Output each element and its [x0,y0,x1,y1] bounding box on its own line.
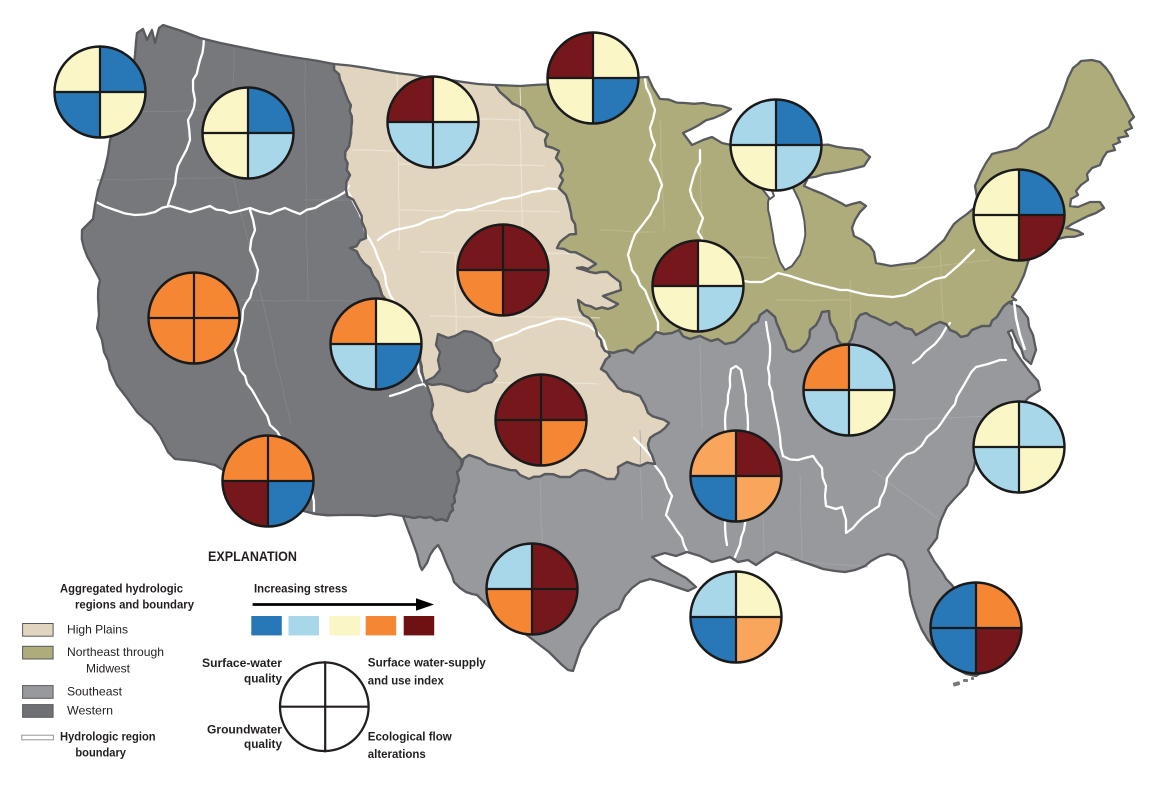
svg-text:quality: quality [244,737,282,751]
svg-text:EXPLANATION: EXPLANATION [208,549,297,564]
svg-text:Aggregated hydrologic: Aggregated hydrologic [60,582,183,596]
svg-text:alterations: alterations [368,747,426,761]
svg-text:Midwest: Midwest [86,662,131,676]
svg-text:Hydrologic region: Hydrologic region [60,730,156,744]
svg-text:Groundwater: Groundwater [207,723,282,737]
svg-text:and use index: and use index [368,674,444,688]
svg-text:regions and boundary: regions and boundary [75,598,194,612]
svg-text:Ecological flow: Ecological flow [368,730,453,744]
svg-text:Western: Western [67,704,113,718]
svg-text:Surface water-supply: Surface water-supply [368,656,486,670]
svg-text:Surface-water: Surface-water [202,656,282,670]
svg-text:Northeast through: Northeast through [67,645,164,659]
svg-text:quality: quality [244,672,282,686]
svg-text:High Plains: High Plains [67,623,128,637]
svg-text:Southeast: Southeast [67,685,123,699]
svg-text:boundary: boundary [75,746,126,760]
svg-text:Increasing stress: Increasing stress [254,582,348,596]
